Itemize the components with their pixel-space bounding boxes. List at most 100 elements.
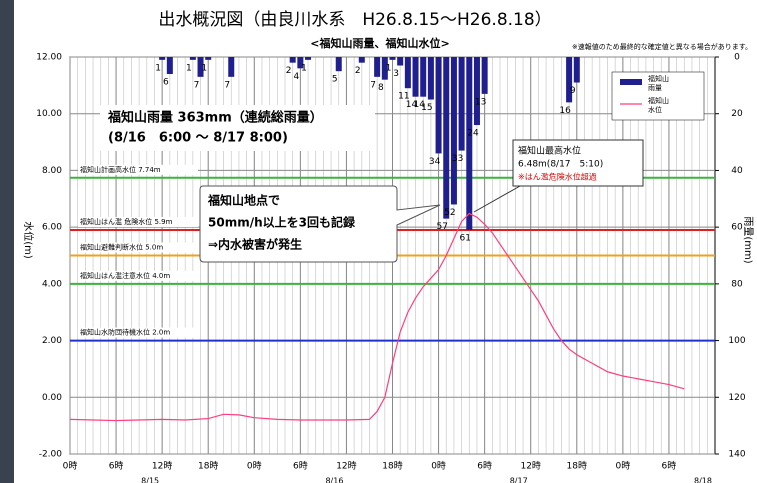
date-label: 8/18 xyxy=(694,477,712,483)
date-label: 8/16 xyxy=(325,477,343,483)
date-label: 8/17 xyxy=(510,477,528,483)
rain-label: 6 xyxy=(163,78,169,88)
rain-label: 1 xyxy=(301,63,307,73)
y2-tick-label: 20 xyxy=(731,109,743,119)
callout-text: 50mm/h以上を3回も記録 xyxy=(208,215,356,230)
y2-tick-label: 0 xyxy=(734,53,740,63)
rain-label: 9 xyxy=(570,86,576,96)
legend: 福知山雨量福知山雨量福知山水位福知山水位 xyxy=(611,71,705,121)
rain-bar xyxy=(305,57,312,60)
rain-label: 5 xyxy=(332,75,338,85)
rain-label: 33 xyxy=(452,154,463,164)
legend-label: 福知山 xyxy=(648,96,669,105)
x-tick-label: 0時 xyxy=(63,461,78,472)
y-tick-label: 0.00 xyxy=(42,393,62,403)
reference-label-bg xyxy=(78,327,198,338)
y-tick-label: 2.00 xyxy=(42,336,62,346)
x-tick-label: 6時 xyxy=(109,461,124,472)
rain-label: 1 xyxy=(155,63,161,73)
callout-text: 福知山地点で xyxy=(207,193,280,208)
legend-label: 水位 xyxy=(648,105,662,114)
y-tick-label: 12.00 xyxy=(36,53,62,63)
y2-tick-label: 120 xyxy=(728,393,745,403)
peak-leader xyxy=(473,185,521,213)
rain-label: 1 xyxy=(201,63,207,73)
y-tick-label: 8.00 xyxy=(42,166,62,176)
peak-text: 福知山最高水位 xyxy=(518,145,581,157)
annotation-text: 福知山雨量 363mm（連続総雨量） xyxy=(107,110,323,126)
x-tick-label: 0時 xyxy=(431,461,446,472)
reference-label-bg xyxy=(78,270,198,281)
rain-label: 4 xyxy=(293,72,299,82)
rain-bar xyxy=(427,57,434,100)
reference-label: 福知山避難判断水位 5.0m xyxy=(80,243,163,252)
reference-label: 福知山はん濫注意水位 4.0m xyxy=(80,271,170,280)
rain-bar xyxy=(381,57,388,80)
y2-tick-label: 80 xyxy=(731,279,743,289)
date-label: 8/15 xyxy=(141,477,159,483)
reference-label-bg xyxy=(78,164,198,175)
rain-bar xyxy=(450,57,457,205)
rain-bar xyxy=(420,57,427,97)
rain-bar xyxy=(335,57,342,72)
y-tick-label: 6.00 xyxy=(42,223,62,233)
chart-subtitle: <福知山雨量、福知山水位> xyxy=(310,36,449,50)
reference-label: 福知山計画高水位 7.74m xyxy=(80,165,161,174)
rain-bar xyxy=(473,57,480,126)
rain-bar xyxy=(159,57,166,60)
rain-bar xyxy=(458,57,465,151)
y-tick-label: 10.00 xyxy=(36,109,62,119)
x-tick-label: 18時 xyxy=(567,461,587,472)
x-tick-label: 18時 xyxy=(382,461,402,472)
y2-axis-label: 雨量(mm) xyxy=(742,216,754,263)
rain-label: 24 xyxy=(467,129,479,139)
rain-bar xyxy=(197,57,204,77)
rain-bar xyxy=(228,57,235,77)
legend-swatch xyxy=(620,79,642,85)
rain-bar xyxy=(481,57,488,94)
rain-bar xyxy=(289,57,296,63)
x-tick-label: 6時 xyxy=(662,461,677,472)
annotation-text: (8/16 6:00 ～ 8/17 8:00) xyxy=(108,131,288,146)
rain-label: 2 xyxy=(355,66,361,76)
rain-label: 1 xyxy=(186,63,192,73)
rain-bar xyxy=(435,57,442,154)
y2-tick-label: 60 xyxy=(731,223,743,233)
rain-bar xyxy=(566,57,573,103)
rain-bar xyxy=(573,57,580,83)
side-image xyxy=(0,0,14,483)
rain-bar xyxy=(397,57,404,66)
rain-bar xyxy=(412,57,419,97)
rain-label: 52 xyxy=(444,208,455,218)
callout-text: ⇒内水被害が発生 xyxy=(208,237,302,252)
chart-title: 出水概況図（由良川水系 H26.8.15～H26.8.18） xyxy=(158,10,551,30)
annotation-box xyxy=(100,105,375,151)
y-axis-label: 水位(m) xyxy=(22,221,35,259)
rain-bar xyxy=(374,57,381,77)
note: ※速報値のため最終的な確定値と異なる場合があります。 xyxy=(572,42,752,51)
peak-text: ※はん濫危険水位超過 xyxy=(518,172,597,182)
rain-label: 34 xyxy=(429,157,441,167)
rain-label: 61 xyxy=(460,233,471,243)
callout-box xyxy=(199,185,441,263)
rain-bar xyxy=(189,57,196,60)
rain-label: 57 xyxy=(437,222,448,232)
rain-bar xyxy=(466,57,473,230)
rain-label: 11 xyxy=(398,92,409,102)
rain-bar xyxy=(389,57,396,60)
rain-bar xyxy=(297,57,304,69)
rain-label: 7 xyxy=(194,80,200,90)
rain-bar xyxy=(358,57,365,63)
rain-label: 8 xyxy=(378,83,384,93)
peak-text: 6.48m(8/17 5:10) xyxy=(518,160,603,170)
rain-bar xyxy=(205,57,212,60)
rain-label: 3 xyxy=(393,69,399,79)
x-tick-label: 12時 xyxy=(152,461,172,472)
x-tick-label: 12時 xyxy=(336,461,356,472)
x-tick-label: 12時 xyxy=(520,461,540,472)
rain-label: 7 xyxy=(370,80,376,90)
x-tick-label: 0時 xyxy=(247,461,262,472)
y-tick-label: -2.00 xyxy=(39,450,63,460)
reference-label: 福知山はん濫 危険水位 5.9m xyxy=(80,217,173,226)
